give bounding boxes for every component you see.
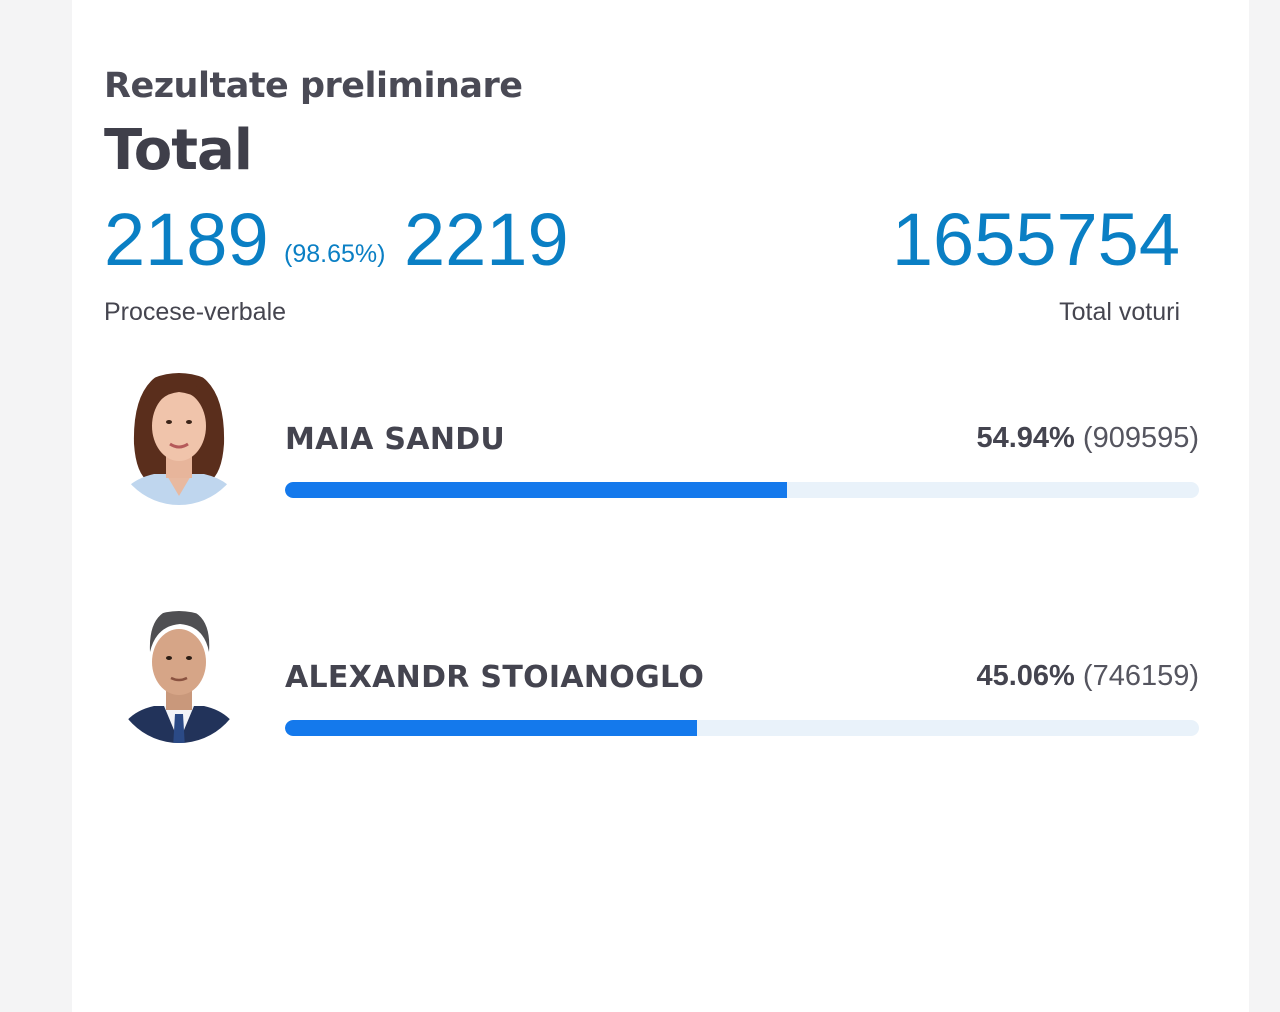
candidate-photo-alexandr-stoianoglo	[114, 611, 244, 743]
votes-label: Total voturi	[1059, 298, 1180, 326]
vote-share-bar-track	[285, 482, 1199, 498]
candidate-row: ALEXANDR STOIANOGLO 45.06% (746159)	[72, 602, 1249, 762]
candidate-photo-maia-sandu	[114, 373, 244, 505]
total-reports: 2219	[404, 198, 569, 281]
vote-share-bar-fill	[285, 720, 697, 736]
results-card: Rezultate preliminare Total 2189 (98.65%…	[72, 0, 1249, 1012]
page-subtitle: Rezultate preliminare	[104, 66, 523, 106]
candidate-result: 45.06% (746159)	[976, 660, 1199, 693]
candidate-row: MAIA SANDU 54.94% (909595)	[72, 364, 1249, 524]
candidate-result: 54.94% (909595)	[976, 422, 1199, 455]
vote-share-bar-fill	[285, 482, 788, 498]
page-title: Total	[104, 118, 253, 183]
reports-label: Procese-verbale	[104, 298, 287, 326]
counted-reports: 2189	[104, 198, 269, 281]
counted-percent: (98.65%)	[284, 240, 386, 268]
total-votes: 1655754	[891, 198, 1180, 281]
candidate-votes: (746159)	[1082, 660, 1199, 692]
vote-share-bar-track	[285, 720, 1199, 736]
candidate-name: ALEXANDR STOIANOGLO	[285, 660, 705, 695]
candidate-name: MAIA SANDU	[285, 422, 506, 457]
candidate-percent: 45.06%	[976, 660, 1075, 692]
stats-row: 2189 (98.65%) 2219 1655754	[104, 200, 1180, 280]
candidate-percent: 54.94%	[976, 422, 1075, 454]
candidate-votes: (909595)	[1082, 422, 1199, 454]
